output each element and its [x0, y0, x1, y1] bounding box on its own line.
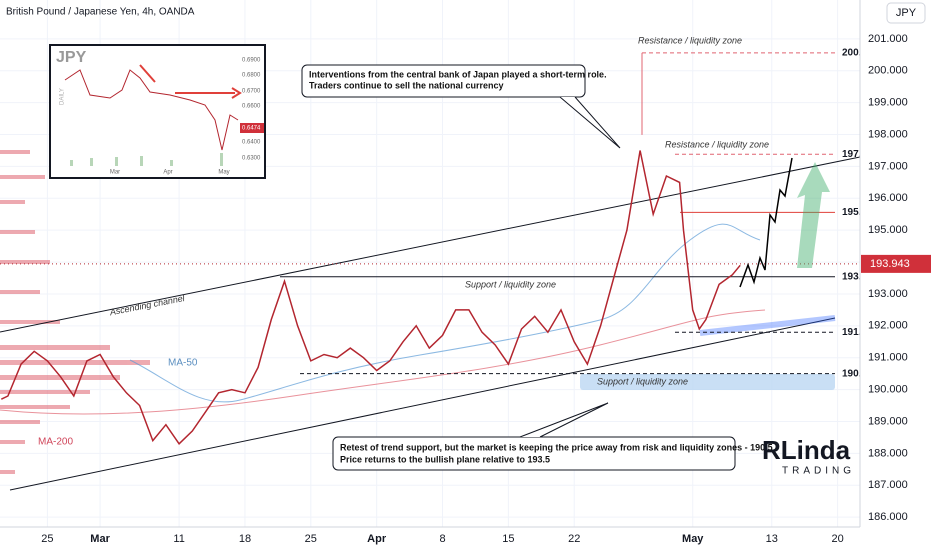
- x-tick-label: 25: [41, 533, 53, 545]
- x-tick-label: 20: [831, 533, 843, 545]
- inset-side: DAILY: [60, 88, 66, 105]
- volume-profile: [0, 150, 150, 474]
- inset-tick-label: 0.6600: [242, 104, 261, 110]
- x-tick-label: Mar: [90, 533, 110, 545]
- current-price-box: [861, 254, 931, 273]
- trend-highlight: [699, 315, 836, 336]
- chart-title: British Pound / Japanese Yen, 4h, OANDA: [6, 7, 195, 18]
- inset-tick-label: 0.6474: [242, 126, 261, 132]
- inset-x-label: Apr: [163, 170, 172, 176]
- callout-tail: [559, 96, 621, 149]
- support-zone: [580, 374, 835, 390]
- callout-tail: [519, 402, 609, 438]
- y-tick-label: 192.000: [868, 320, 908, 332]
- x-tick-label: 8: [439, 533, 445, 545]
- level-label: 193.54: [842, 271, 873, 282]
- label: MA-200: [38, 437, 73, 448]
- y-tick-label: 196.000: [868, 192, 908, 204]
- y-tick-label: 189.000: [868, 415, 908, 427]
- x-tick-label: 22: [568, 533, 580, 545]
- label: Resistance / liquidity zone: [665, 139, 769, 149]
- currency-button-label[interactable]: JPY: [896, 7, 917, 19]
- inset-x-label: May: [218, 170, 229, 176]
- current-price-label: 193.943: [870, 258, 910, 270]
- inset-title: JPY: [56, 49, 87, 66]
- y-tick-label: 201.000: [868, 33, 908, 45]
- forecast-path: [739, 157, 793, 288]
- plot: [0, 150, 741, 445]
- label: Resistance / liquidity zone: [638, 35, 742, 45]
- inset-tick-label: 0.6700: [242, 89, 261, 95]
- x-tick-label: 15: [502, 533, 514, 545]
- label: Support / liquidity zone: [597, 376, 688, 386]
- price-line: [0, 150, 741, 445]
- inset-price-box: [240, 123, 264, 133]
- x-tick-label: Apr: [367, 533, 387, 545]
- callout-text: Retest of trend support, but the market …: [340, 442, 773, 452]
- y-tick-label: 187.000: [868, 479, 908, 491]
- y-tick-label: 186.000: [868, 511, 908, 523]
- channel-lower: [9, 317, 836, 491]
- label: MA-50: [168, 358, 198, 369]
- y-tick-label: 188.000: [868, 447, 908, 459]
- inset-arrows: [139, 64, 242, 99]
- level-label: 197.38: [842, 149, 873, 160]
- callout-text: Traders continue to sell the national cu…: [309, 80, 504, 90]
- level-label: 190.50: [842, 368, 873, 379]
- inset-tick-label: 0.6400: [242, 140, 261, 146]
- y-tick-label: 199.000: [868, 97, 908, 109]
- x-tick-label: 11: [173, 533, 184, 545]
- x-tick-label: 25: [305, 533, 317, 545]
- y-tick-label: 198.000: [868, 128, 908, 140]
- ma-50: [129, 223, 761, 403]
- inset-x-label: Mar: [110, 170, 120, 176]
- y-tick-label: 191.000: [868, 352, 908, 364]
- inset-tick-label: 0.6900: [242, 58, 261, 64]
- y-tick-label: 200.000: [868, 65, 908, 77]
- inset-line: [64, 69, 239, 151]
- currency-button[interactable]: [886, 2, 926, 24]
- axis-labels: 186.000 187.000 188.000 189.000 190.000 191.0…: [41, 33, 931, 545]
- level-label: 191.80: [842, 327, 873, 338]
- inset: [49, 44, 266, 179]
- level-label: 195.56: [842, 207, 873, 218]
- label: Support / liquidity zone: [465, 279, 556, 289]
- inset-tick-label: 0.6300: [242, 156, 261, 162]
- callout-text: Interventions from the central bank of J…: [309, 69, 607, 79]
- inset-volume: [70, 153, 223, 166]
- levels: 200.56 197.38 195.56 193.54 191.80 190.50: [0, 48, 873, 379]
- x-tick-label: May: [682, 533, 704, 545]
- y-tick-label: 190.000: [868, 383, 908, 395]
- y-tick-label: 195.000: [868, 224, 908, 236]
- level-label: 200.56: [842, 48, 873, 59]
- y-tick-label: 193.000: [868, 288, 908, 300]
- logo: RLinda: [762, 435, 851, 465]
- logo-sub: TRADING: [782, 466, 855, 477]
- inset-tick-label: 0.6800: [242, 73, 261, 79]
- callout-text: Price returns to the bullish plane relat…: [340, 454, 550, 464]
- inset-axis: 0.6900 0.6800 0.6700 0.6600 0.6474 0.6400 0.63…: [110, 58, 264, 176]
- x-tick-label: 13: [766, 533, 778, 545]
- price-axis: [860, 0, 932, 550]
- ma-200: [0, 309, 766, 415]
- callout: [301, 64, 586, 98]
- channel-upper: [0, 156, 861, 333]
- forecast-arrow: [797, 162, 830, 268]
- y-tick-label: 197.000: [868, 160, 908, 172]
- x-tick-label: 18: [239, 533, 251, 545]
